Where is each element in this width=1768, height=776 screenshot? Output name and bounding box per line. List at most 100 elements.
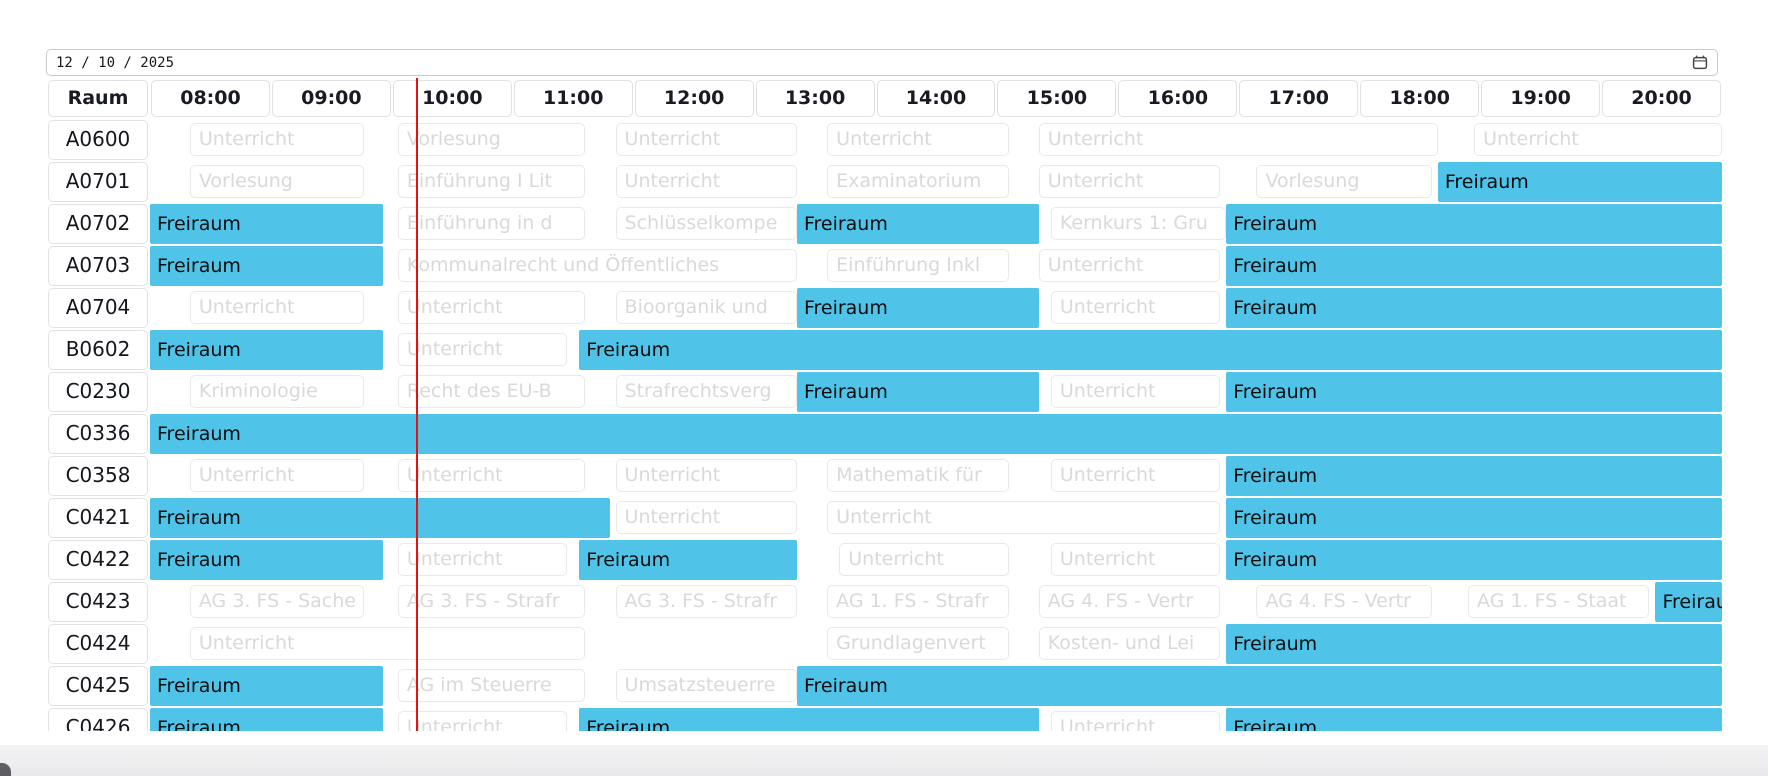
hour-header-1600: 16:00: [1118, 80, 1238, 117]
free-slot[interactable]: Freiraum: [1226, 372, 1722, 412]
busy-event: Unterricht: [1038, 249, 1221, 282]
free-slot[interactable]: Freiraum: [1437, 162, 1722, 202]
room-track: Freiraum Unterricht Unterricht Freiraum: [150, 497, 1722, 539]
free-slot[interactable]: Freiraum: [579, 708, 1039, 731]
free-slot[interactable]: Freiraum: [579, 540, 797, 580]
room-label: C0230: [48, 372, 148, 412]
room-row: C0230 Kriminologie Recht des EU-B Strafrech…: [46, 371, 1722, 413]
schedule-body: A0600 Unterricht Vorlesung Unterricht Unterr…: [46, 119, 1722, 731]
busy-event: Unterricht: [189, 627, 586, 660]
free-slot[interactable]: Freiraum: [796, 666, 1722, 706]
busy-event: AG im Steuerre: [397, 669, 586, 702]
room-track: Vorlesung Einführung I Lit Unterricht Exami…: [150, 161, 1722, 203]
room-label: C0425: [48, 666, 148, 706]
room-label: B0602: [48, 330, 148, 370]
room-track: Unterricht Unterricht Unterricht Mathematik…: [150, 455, 1722, 497]
busy-event: Vorlesung: [1256, 165, 1432, 198]
room-column-header: Raum: [48, 80, 148, 117]
busy-event: Strafrechtsverg: [615, 375, 797, 408]
room-label: C0423: [48, 582, 148, 622]
room-track: Unterricht Unterricht Bioorganik und Freira…: [150, 287, 1722, 329]
busy-event: Umsatzsteuerre: [615, 669, 797, 702]
busy-event: AG 1. FS - Strafr: [827, 585, 1009, 618]
busy-event: Unterricht: [397, 291, 586, 324]
free-slot[interactable]: Freiraum: [150, 246, 384, 286]
room-label: C0422: [48, 540, 148, 580]
calendar-icon[interactable]: [1692, 55, 1708, 70]
busy-event: Mathematik für: [827, 459, 1009, 492]
room-track: Kriminologie Recht des EU-B Strafrechtsver…: [150, 371, 1722, 413]
busy-event: AG 4. FS - Vertr: [1038, 585, 1221, 618]
room-row: C0425 Freiraum AG im Steuerre Umsatzsteuerr…: [46, 665, 1722, 707]
busy-event: Unterricht: [397, 459, 586, 492]
room-row: A0703 Freiraum Kommunalrecht und Öffentlic…: [46, 245, 1722, 287]
busy-event: Schlüsselkompe: [615, 207, 797, 240]
free-slot[interactable]: Freiraum: [1226, 456, 1722, 496]
room-row: C0423 AG 3. FS - Sache AG 3. FS - Strafr AG…: [46, 581, 1722, 623]
room-label: A0600: [48, 120, 148, 160]
room-row: C0358 Unterricht Unterricht Unterricht Mathe…: [46, 455, 1722, 497]
busy-event: Kriminologie: [189, 375, 365, 408]
free-slot[interactable]: Freiraum: [1226, 540, 1722, 580]
schedule-grid: Raum 08:00 09:00 10:00 11:00 12:00 13:00 14:00…: [46, 78, 1722, 731]
hour-header-1000: 10:00: [392, 80, 512, 117]
busy-event: Unterricht: [1050, 459, 1221, 492]
date-value: 12 / 10 / 2025: [56, 54, 175, 71]
busy-event: AG 1. FS - Staat: [1468, 585, 1650, 618]
busy-event: Vorlesung: [189, 165, 365, 198]
free-slot[interactable]: Freiraum: [796, 204, 1039, 244]
hour-header-1700: 17:00: [1239, 80, 1359, 117]
busy-event: AG 3. FS - Sache: [189, 585, 365, 618]
free-slot[interactable]: Freiraum: [150, 330, 384, 370]
free-slot[interactable]: Freiraum: [1226, 498, 1722, 538]
busy-event: Grundlagenvert: [827, 627, 1009, 660]
room-track: Freiraum AG im Steuerre Umsatzsteuerre Frei…: [150, 665, 1722, 707]
hour-header-0900: 09:00: [271, 80, 391, 117]
room-track: AG 3. FS - Sache AG 3. FS - Strafr AG 3. F…: [150, 581, 1722, 623]
busy-event: Recht des EU-B: [397, 375, 586, 408]
busy-event: Kommunalrecht und Öffentliches: [397, 249, 797, 282]
free-slot[interactable]: Freiraum: [150, 708, 384, 731]
hour-header-1900: 19:00: [1481, 80, 1601, 117]
free-slot[interactable]: Freiraum: [150, 666, 384, 706]
hour-header-2000: 20:00: [1602, 80, 1721, 117]
date-input[interactable]: 12 / 10 / 2025: [46, 49, 1718, 76]
hour-header-1100: 11:00: [513, 80, 633, 117]
busy-event: Unterricht: [1038, 165, 1221, 198]
busy-event: Unterricht: [1050, 543, 1221, 576]
free-slot[interactable]: Freiraum: [150, 540, 384, 580]
free-slot[interactable]: Freiraum: [796, 288, 1039, 328]
free-slot[interactable]: Freiraum: [1226, 288, 1722, 328]
free-slot[interactable]: Freiraum: [579, 330, 1722, 370]
free-slot[interactable]: Freiraum: [1226, 246, 1722, 286]
free-slot[interactable]: Freiraum: [150, 204, 384, 244]
room-row: A0701 Vorlesung Einführung I Lit Unterricht…: [46, 161, 1722, 203]
hour-header-1800: 18:00: [1360, 80, 1480, 117]
room-label: C0421: [48, 498, 148, 538]
busy-event: Unterricht: [189, 123, 365, 156]
room-label: C0424: [48, 624, 148, 664]
busy-event: Unterricht: [615, 123, 797, 156]
busy-event: Einführung I Lit: [397, 165, 586, 198]
busy-event: AG 3. FS - Strafr: [615, 585, 797, 618]
room-track: Freiraum Einführung in d Schlüsselkompe Fre…: [150, 203, 1722, 245]
room-track: Freiraum Unterricht Freiraum Unterricht Frei…: [150, 707, 1722, 731]
free-slot[interactable]: Freiraum: [150, 498, 610, 538]
room-row: A0704 Unterricht Unterricht Bioorganik und F…: [46, 287, 1722, 329]
hour-header-1300: 13:00: [755, 80, 875, 117]
free-slot[interactable]: Freiraum: [1226, 708, 1722, 731]
free-slot[interactable]: Freiraum: [1226, 624, 1722, 664]
room-label: A0704: [48, 288, 148, 328]
busy-event: Unterricht: [615, 501, 797, 534]
room-label: C0336: [48, 414, 148, 454]
room-row: C0424 Unterricht Grundlagenvert Kosten- und…: [46, 623, 1722, 665]
free-slot[interactable]: Freiraum: [796, 372, 1039, 412]
busy-event: Bioorganik und: [615, 291, 797, 324]
free-slot[interactable]: Freiraum: [1226, 204, 1722, 244]
free-slot[interactable]: Freiraum: [150, 414, 1722, 454]
busy-event: AG 3. FS - Strafr: [397, 585, 586, 618]
busy-event: Unterricht: [397, 333, 568, 366]
free-slot[interactable]: Freiraum: [1655, 582, 1722, 622]
busy-event: Unterricht: [827, 123, 1009, 156]
busy-event: Unterricht: [839, 543, 1009, 576]
